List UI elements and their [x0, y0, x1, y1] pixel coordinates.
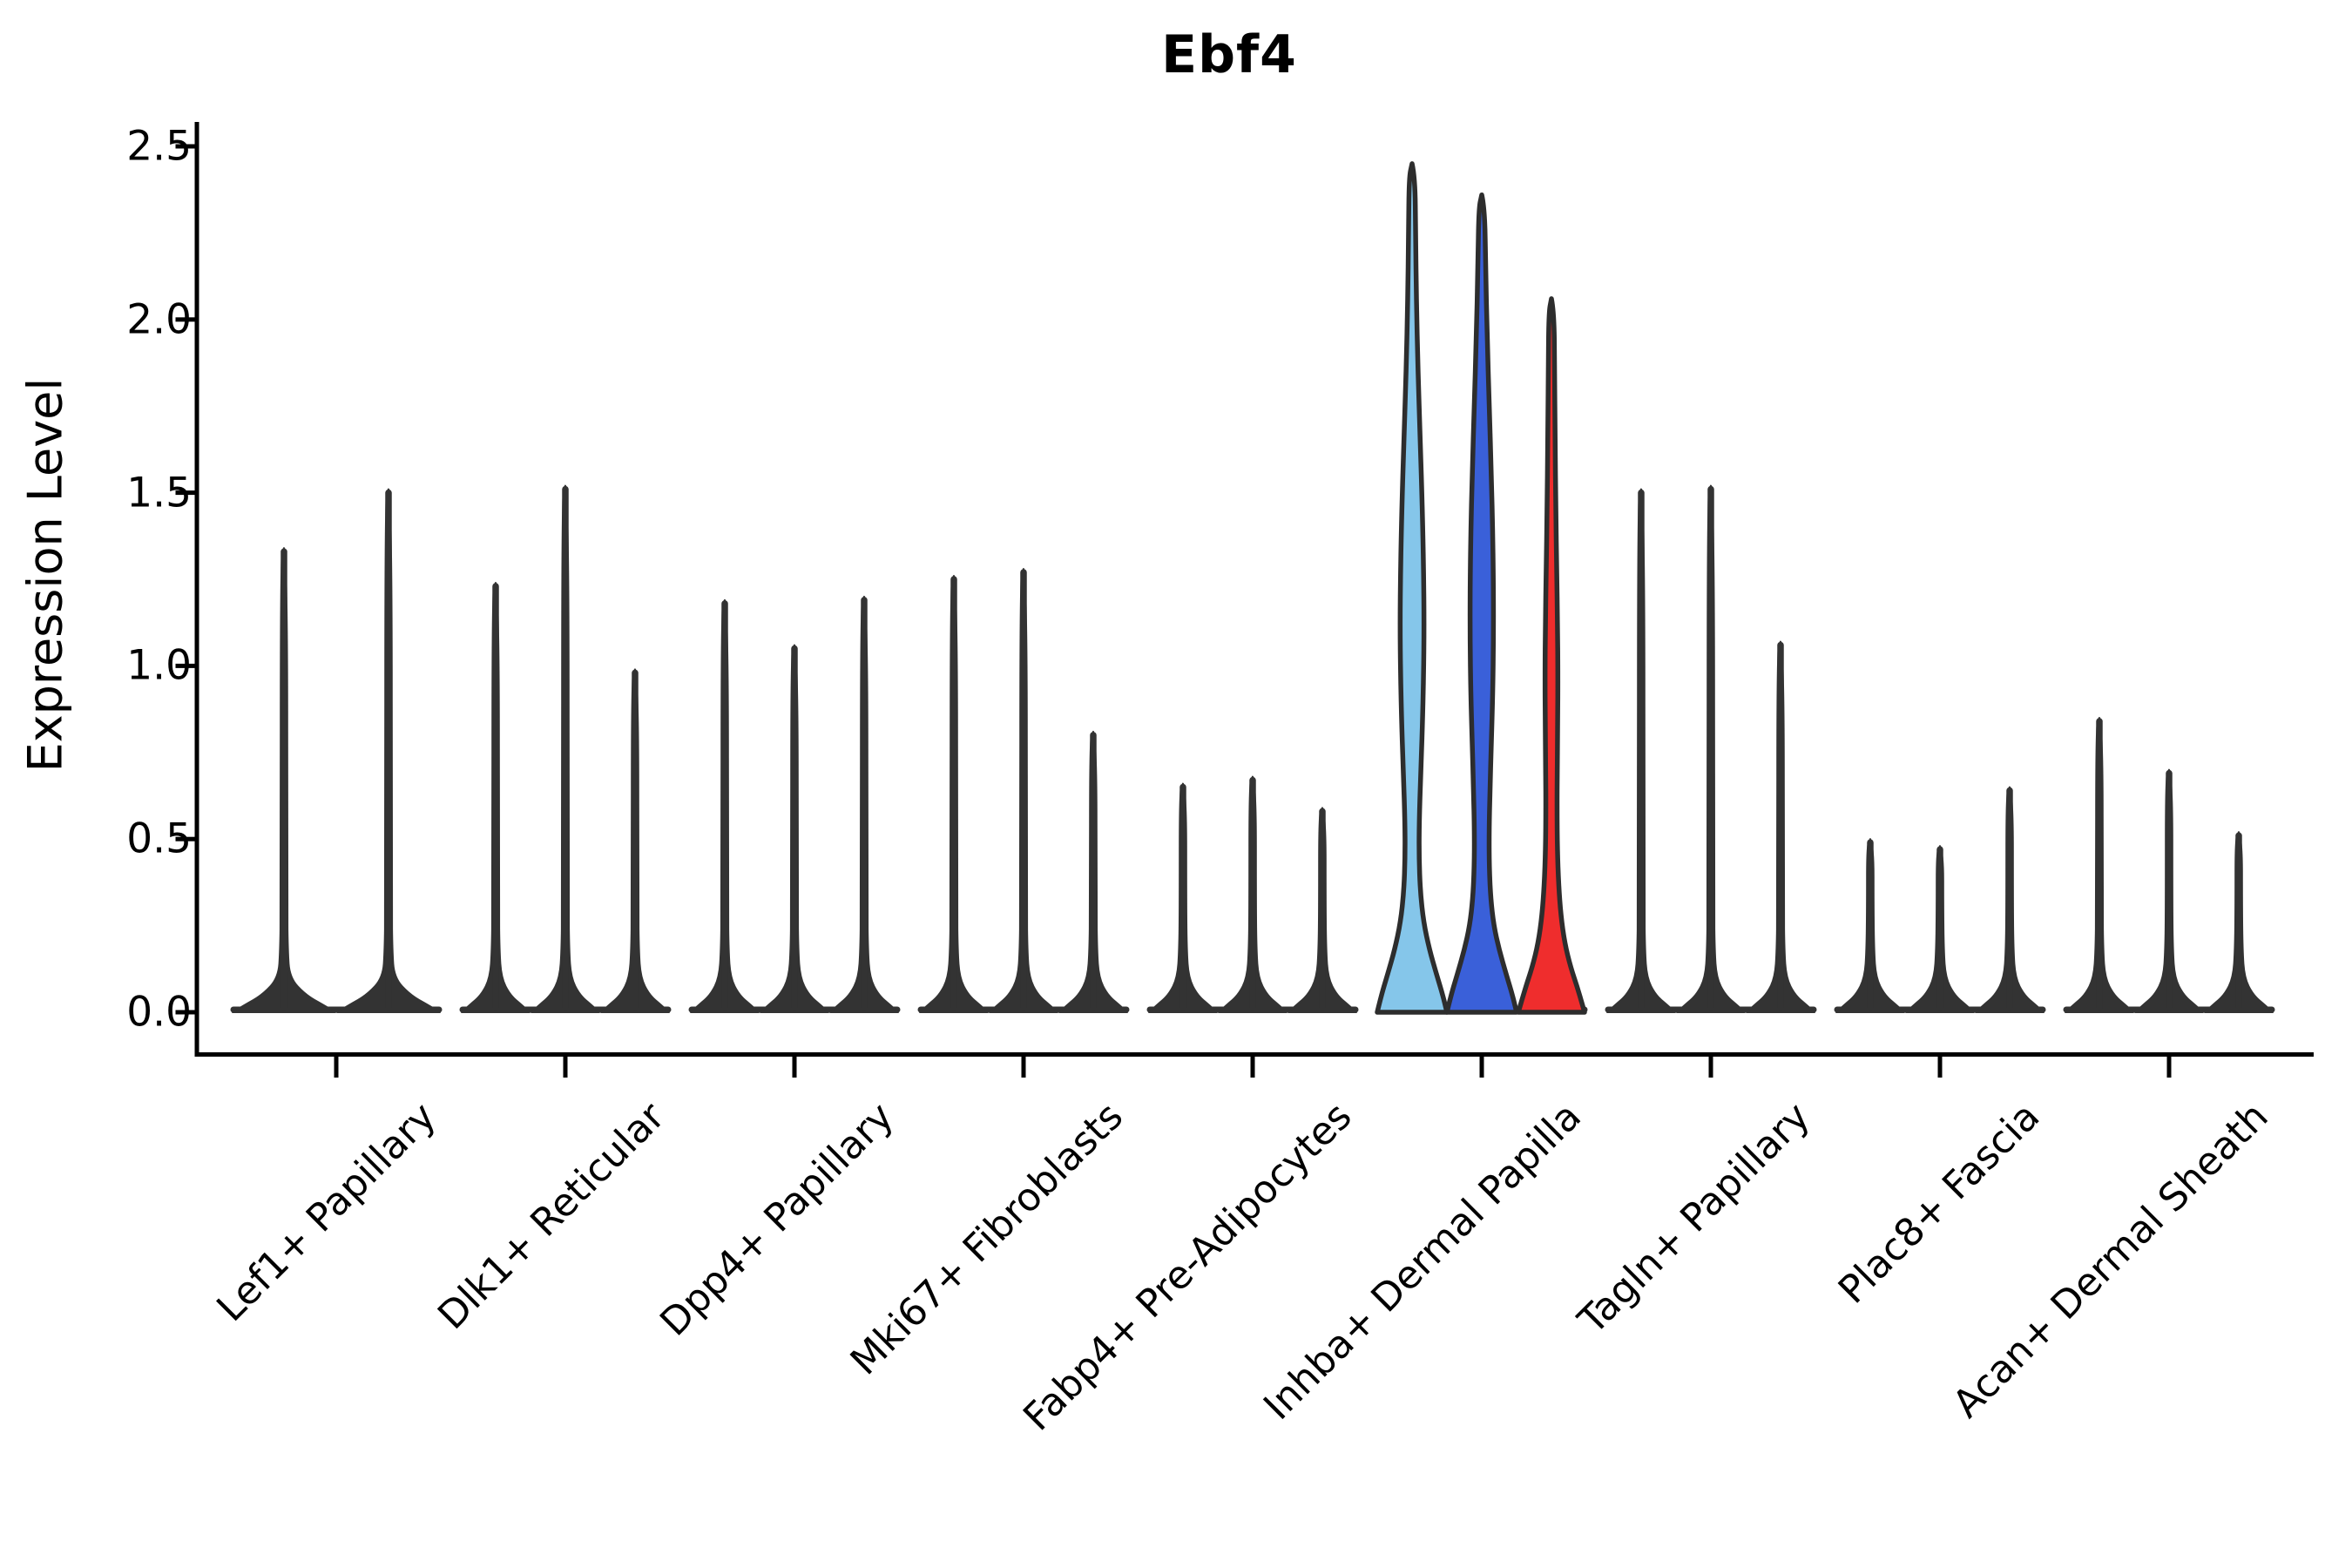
y-tick-mark — [175, 144, 195, 149]
x-tick-mark — [334, 1057, 339, 1078]
y-tick-label: 0.5 — [126, 814, 192, 863]
y-tick-mark — [175, 490, 195, 496]
x-axis-spine — [194, 1052, 2314, 1057]
y-axis-spine — [194, 122, 199, 1057]
y-tick-label: 1.0 — [126, 641, 192, 690]
y-tick-label: 2.0 — [126, 295, 192, 344]
y-axis-title: Expression Level — [17, 377, 73, 773]
x-tick-mark — [1937, 1057, 1943, 1078]
violin-highlighted — [1375, 161, 1450, 1015]
x-tick-mark — [1479, 1057, 1484, 1078]
y-tick-label: 0.0 — [126, 988, 192, 1037]
x-tick-mark — [1250, 1057, 1255, 1078]
y-tick-mark — [175, 317, 195, 322]
y-tick-mark — [175, 1010, 195, 1015]
x-tick-mark — [1021, 1057, 1026, 1078]
x-tick-mark — [1708, 1057, 1713, 1078]
x-tick-mark — [792, 1057, 797, 1078]
x-tick-mark — [563, 1057, 568, 1078]
y-tick-label: 1.5 — [126, 469, 192, 517]
chart-title: Ebf4 — [1161, 24, 1297, 85]
violin-highlighted — [1444, 192, 1519, 1015]
y-tick-mark — [175, 836, 195, 841]
violin-highlighted — [1516, 296, 1587, 1015]
y-tick-mark — [175, 663, 195, 668]
y-tick-label: 2.5 — [126, 122, 192, 171]
x-tick-mark — [2166, 1057, 2172, 1078]
